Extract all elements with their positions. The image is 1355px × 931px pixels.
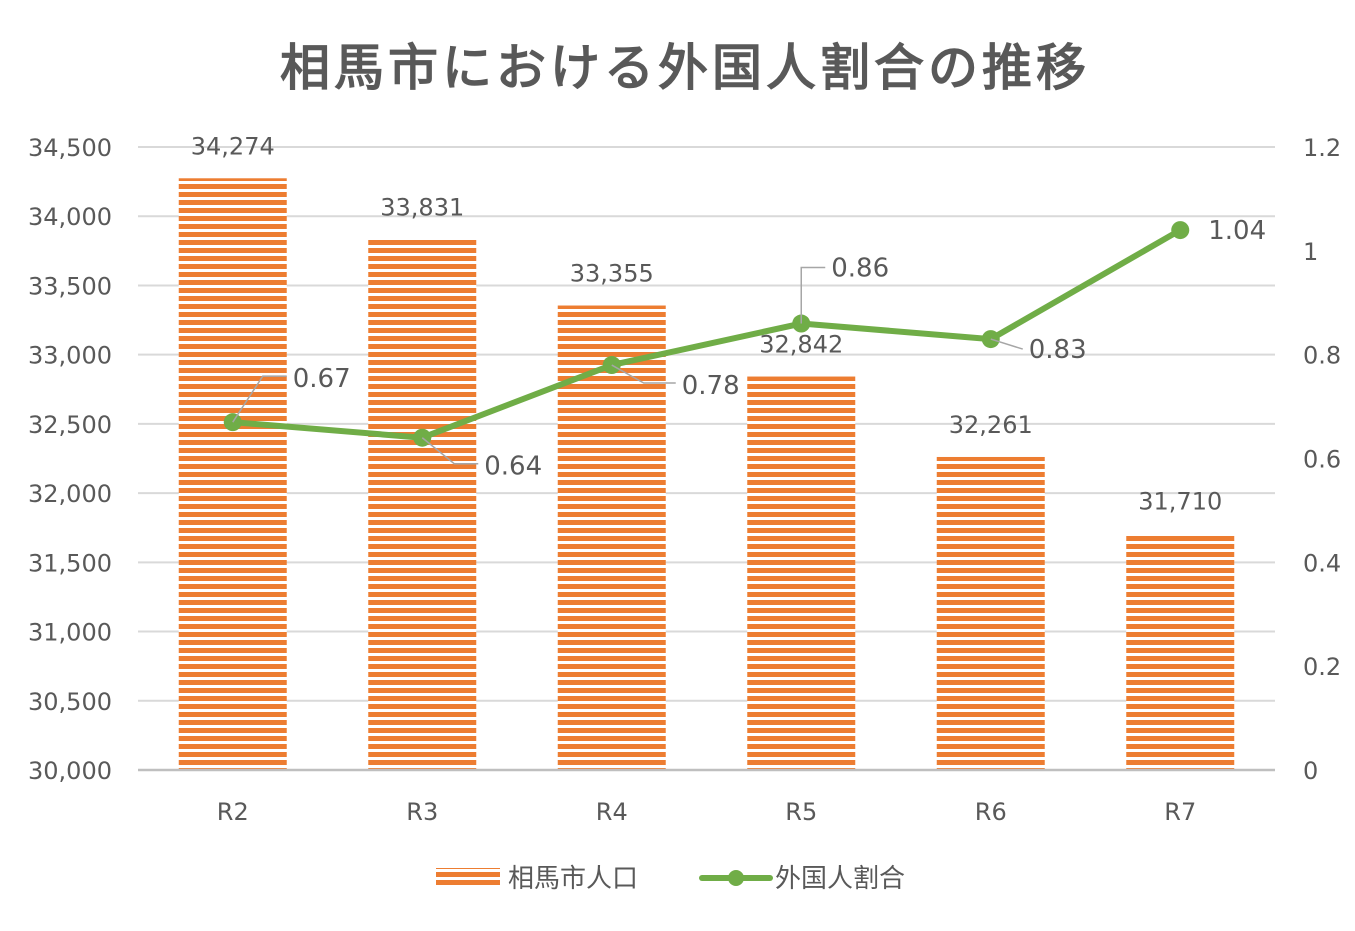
y-left-tick-label: 33,500 xyxy=(28,272,112,300)
leader-line xyxy=(990,338,1023,350)
line-value-label: 0.83 xyxy=(1029,335,1087,365)
x-tick-label: R7 xyxy=(1164,798,1196,826)
leader-line xyxy=(800,266,826,324)
bar xyxy=(557,305,666,770)
y-left-tick-label: 34,000 xyxy=(28,203,112,231)
data-labels: 34,274 33,831 33,355 32,842 32,261 31,710 0.67… xyxy=(191,132,1266,515)
y-left-tick-label: 32,000 xyxy=(28,480,112,508)
legend-label-line: 外国人割合 xyxy=(775,864,905,894)
bar-value-label: 33,355 xyxy=(570,260,654,288)
x-tick-label: R5 xyxy=(785,798,817,826)
bar-series xyxy=(178,178,1235,771)
legend: 相馬市人口 外国人割合 xyxy=(436,864,905,894)
x-tick-label: R3 xyxy=(406,798,438,826)
y-right-tick-label: 1.2 xyxy=(1303,134,1341,162)
line-value-label: 0.86 xyxy=(831,254,889,284)
line-value-label: 1.04 xyxy=(1208,216,1266,246)
line-point xyxy=(1171,221,1190,240)
chart-title: 相馬市における外国人割合の推移 xyxy=(280,39,1090,97)
y-right-tick-label: 0.4 xyxy=(1303,549,1341,577)
y-left-tick-label: 30,500 xyxy=(28,688,112,716)
y-right-tick-label: 0 xyxy=(1303,757,1318,785)
line-value-label: 0.67 xyxy=(293,364,351,394)
y-right-tick-label: 0.2 xyxy=(1303,653,1341,681)
legend-swatch-bar xyxy=(436,868,500,888)
y-left-tick-label: 34,500 xyxy=(28,134,112,162)
line-value-label: 0.64 xyxy=(484,452,542,482)
series-line xyxy=(229,227,1184,441)
bar-value-label: 32,842 xyxy=(759,331,843,359)
leader-line xyxy=(421,437,479,465)
bar-value-label: 33,831 xyxy=(380,194,464,222)
leader-line xyxy=(611,364,676,384)
bar xyxy=(178,178,287,770)
x-tick-label: R4 xyxy=(596,798,628,826)
y-left-tick-label: 31,000 xyxy=(28,619,112,647)
y-left-tick-label: 31,500 xyxy=(28,549,112,577)
y-right-tick-label: 1 xyxy=(1303,238,1318,266)
y-left-tick-label: 30,000 xyxy=(28,757,112,785)
leader-line xyxy=(232,375,287,423)
axes: 30,000 30,500 31,000 31,500 32,000 32,500 33,0… xyxy=(28,134,1341,826)
legend-label-bar: 相馬市人口 xyxy=(508,864,638,894)
y-right-tick-label: 0.6 xyxy=(1303,446,1341,474)
y-right-tick-label: 0.8 xyxy=(1303,342,1341,370)
x-tick-label: R6 xyxy=(975,798,1007,826)
bar xyxy=(936,456,1045,770)
gridlines xyxy=(138,146,1275,702)
bar xyxy=(747,376,856,770)
line-value-label: 0.78 xyxy=(682,371,740,401)
bar xyxy=(1126,533,1235,770)
y-left-tick-label: 32,500 xyxy=(28,411,112,439)
bar-value-label: 31,710 xyxy=(1138,487,1222,515)
bar-value-label: 34,274 xyxy=(191,132,275,160)
bar-value-label: 32,261 xyxy=(949,411,1033,439)
legend-swatch-marker xyxy=(728,870,744,886)
bar xyxy=(368,239,477,771)
y-left-tick-label: 33,000 xyxy=(28,342,112,370)
x-tick-label: R2 xyxy=(217,798,249,826)
